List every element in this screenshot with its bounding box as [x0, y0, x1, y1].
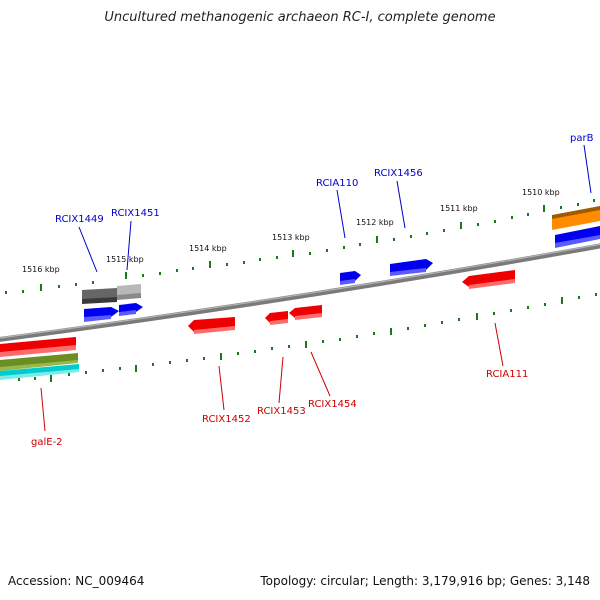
gene-rcix1454[interactable]: [289, 305, 322, 320]
leader-gale-2: [40, 387, 46, 432]
leader-rcia111: [494, 322, 504, 367]
leader-rcix1452: [218, 365, 225, 411]
gene-parb[interactable]: [552, 206, 600, 230]
tick-label-1516: 1516 kbp: [22, 265, 60, 274]
gene-label-rcix1454: RCIX1454: [308, 399, 357, 410]
gene-olive-left[interactable]: [0, 353, 78, 371]
gene-rcix1453[interactable]: [265, 311, 288, 325]
gene-rcix1456[interactable]: [390, 259, 433, 276]
leader-rcia110: [336, 189, 346, 239]
tick-label-1513: 1513 kbp: [272, 233, 310, 242]
tick-label-1515: 1515 kbp: [106, 255, 144, 264]
gene-rcix1449[interactable]: [82, 288, 117, 304]
genome-backbone-highlight: [0, 243, 600, 339]
tick-label-1511: 1511 kbp: [440, 204, 478, 213]
gene-label-gale-2: galE-2: [31, 437, 63, 448]
outer-tick-row: [5, 199, 595, 294]
gene-blue-2[interactable]: [119, 303, 143, 316]
leader-rcix1456: [396, 180, 406, 229]
tick-label-1514: 1514 kbp: [189, 244, 227, 253]
inner-tick-row: [18, 293, 597, 382]
gene-rcix1451[interactable]: [117, 284, 141, 300]
gene-rcia111[interactable]: [462, 270, 515, 289]
gene-label-parb: parB: [570, 133, 594, 144]
gene-label-rcia110: RCIA110: [316, 178, 358, 189]
gene-rcix1452[interactable]: [188, 317, 235, 334]
gene-label-rcix1453: RCIX1453: [257, 406, 306, 417]
gene-label-rcix1456: RCIX1456: [374, 168, 423, 179]
leader-rcix1454: [310, 351, 331, 397]
leader-parb: [583, 144, 592, 194]
gene-rcia110[interactable]: [340, 271, 361, 285]
leader-rcix1449: [78, 226, 98, 273]
gene-label-rcix1452: RCIX1452: [202, 414, 251, 425]
gene-blue-1[interactable]: [84, 307, 119, 322]
topology-text: Topology: circular; Length: 3,179,916 bp…: [260, 574, 590, 588]
gene-blue-right[interactable]: [555, 226, 600, 248]
leader-rcix1453: [278, 356, 284, 404]
gene-red-left[interactable]: [0, 337, 76, 357]
leader-rcix1451: [126, 220, 132, 271]
gene-label-rcix1451: RCIX1451: [111, 208, 160, 219]
gene-label-rcix1449: RCIX1449: [55, 214, 104, 225]
gene-label-rcia111: RCIA111: [486, 369, 528, 380]
accession-text: Accession: NC_009464: [8, 574, 145, 588]
tick-label-1512: 1512 kbp: [356, 218, 394, 227]
map-title: Uncultured methanogenic archaeon RC-I, c…: [104, 10, 496, 25]
tick-label-1510: 1510 kbp: [522, 188, 560, 197]
genome-backbone: [0, 243, 600, 342]
gene-gale-2[interactable]: [0, 364, 79, 380]
